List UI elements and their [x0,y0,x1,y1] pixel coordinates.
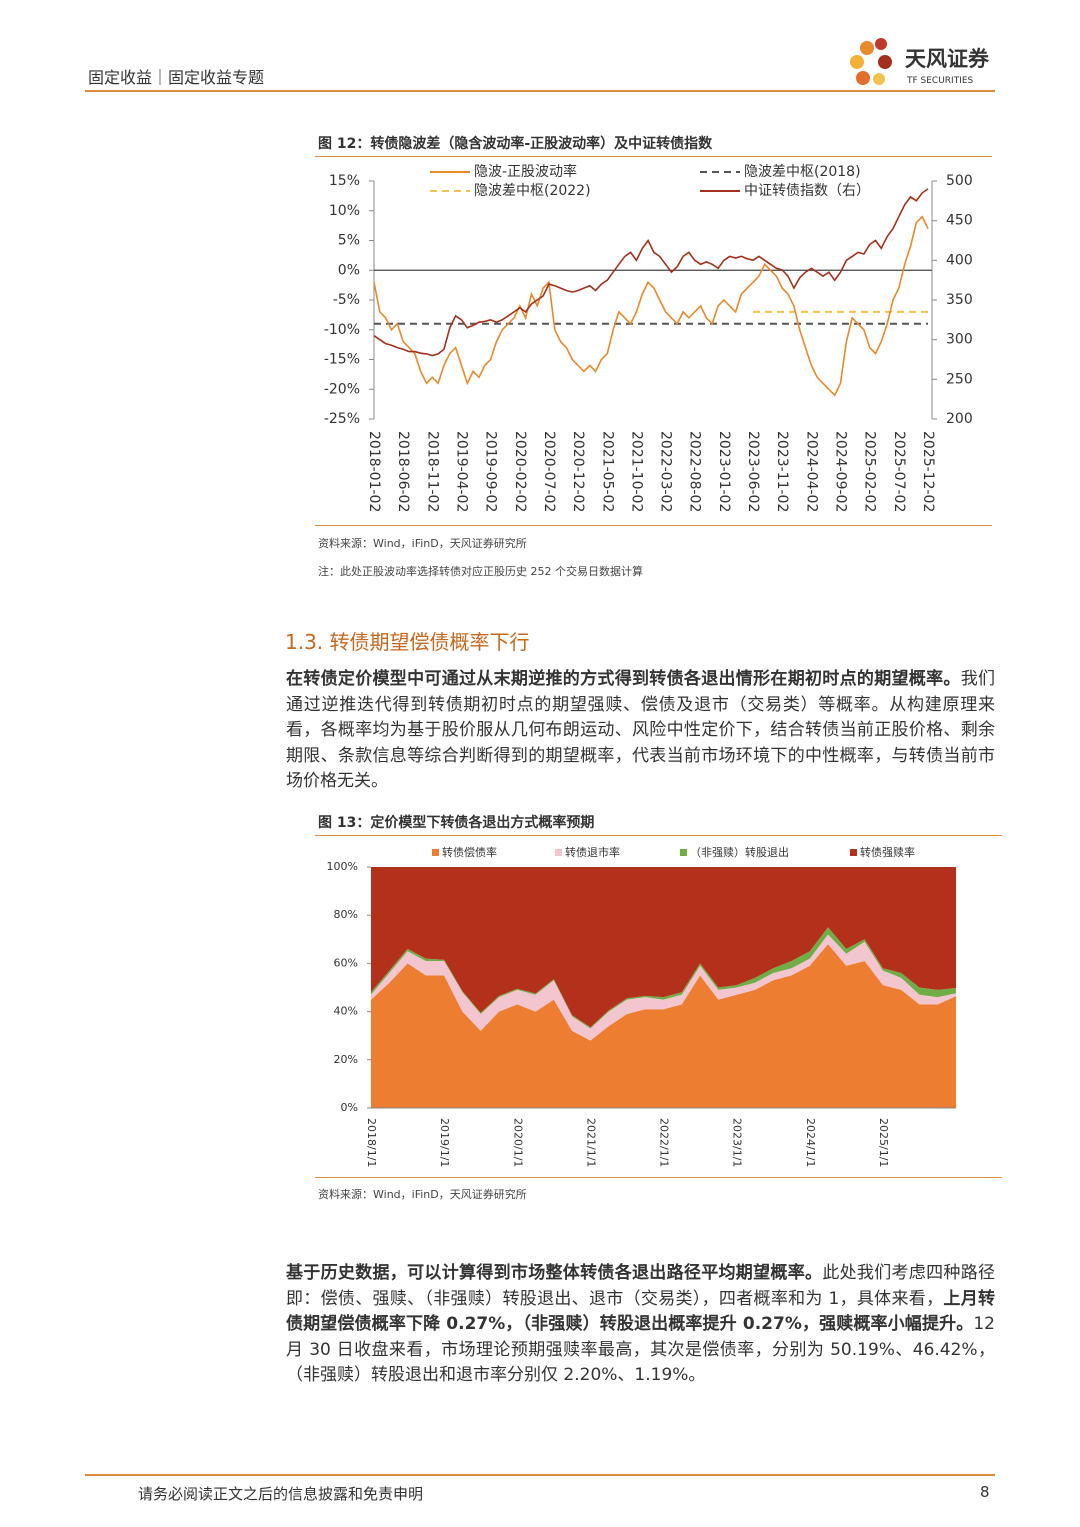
x-tick-label: 2018-01-02 [366,431,382,512]
figure-source: 资料来源：Wind，iFinD，天风证券研究所 [318,1188,527,1201]
x-tick-label: 2025-12-02 [920,431,936,512]
y-tick-label: 40% [334,1005,358,1018]
caption-rule [315,156,992,157]
y-tick-label: 60% [334,956,358,969]
x-tick-label: 2023-01-02 [716,431,732,512]
text-run: 此处我们考虑四种路径即：偿债、强赎、（非强赎）转股退出、退市（交易类），四者概率… [286,1263,996,1309]
y2-tick-label: 250 [946,371,973,387]
logo-subtitle: TF SECURITIES [906,76,974,86]
legend-label: 隐波-正股波动率 [474,163,577,180]
legend-label: 转债退市率 [565,845,620,859]
legend-label: 隐波差中枢(2018) [744,164,861,180]
x-tick-label: 2021-10-02 [628,431,644,512]
x-tick-label: 2024-04-02 [803,431,819,512]
y-tick-label: -15% [324,352,360,368]
x-tick-label: 2018-11-02 [424,431,440,512]
chart: 转债偿债率 转债退市率 （非强赎）转股退出 转债强赎率 0% 20% 40% 60% 80% 10… [327,845,956,1167]
figure-note: 注：此处正股波动率选择转债对应正股历史 252 个交易日数据计算 [318,565,643,578]
y-tick-label: 0% [341,1101,358,1114]
x-tick-label: 2020-02-02 [512,431,528,512]
legend-swatch [850,849,857,856]
area [371,944,956,1108]
header-section: 固定收益｜固定收益专题 [88,68,265,87]
x-tick-label: 2019-09-02 [483,431,499,512]
footer-disclaimer: 请务必阅读正文之后的信息披露和免责申明 [138,1485,424,1503]
x-tick-label: 2020/1/1 [511,1118,524,1167]
x-tick-label: 2020-07-02 [541,431,557,512]
x-tick-label: 2024/1/1 [804,1118,817,1167]
y2-tick-label: 300 [946,332,973,348]
paragraph: 在转债定价模型中可通过从末期逆推的方式得到转债各退出情形在期初时点的期望概率。我… [286,667,995,795]
figure-rule [315,1177,1002,1178]
caption-rule [315,835,1002,836]
x-tick-label: 2025-02-02 [862,431,878,512]
x-tick-label: 2023-11-02 [774,431,790,512]
text-run: 12 月 30 日收盘来看，市场理论预期强赎率最高，其次是偿债率，分别为 50.… [286,1314,995,1385]
figure-caption: 图 12：转债隐波差（隐含波动率-正股波动率）及中证转债指数 [318,136,713,152]
y2-tick-label: 450 [946,213,973,229]
x-tick-label: 2021/1/1 [584,1118,597,1167]
figure-source: 资料来源：Wind，iFinD，天风证券研究所 [318,537,527,550]
x-tick-label: 2023-06-02 [745,431,761,512]
x-tick-label: 2023/1/1 [731,1118,744,1167]
series-line [373,188,929,357]
text-run: 上月转债期望偿债概率下降 0.27%，（非强赎）转股退出概率提升 0.27%，强… [286,1288,995,1335]
legend-label: （非强赎）转股退出 [690,845,789,859]
legend-swatch [680,849,687,856]
x-tick-label: 2025/1/1 [877,1118,890,1167]
area [371,934,956,1041]
footer-rule [85,1474,995,1476]
legend-label: 中证转债指数（右） [744,183,870,199]
x-tick-label: 2022/1/1 [658,1118,671,1167]
x-tick-label: 2022-03-02 [658,431,674,512]
figure-rule [315,525,992,526]
x-tick-label: 2021-05-02 [599,431,615,512]
figure-caption: 图 13：定价模型下转债各退出方式概率预期 [318,815,595,831]
x-tick-label: 2019-04-02 [453,431,469,512]
y2-tick-label: 400 [946,252,973,268]
y2-tick-label: 350 [946,292,973,308]
text-run: 我们通过逆推迭代得到转债期初时点的期望强赎、偿债及退市（交易类）等概率。从构建原… [286,669,996,791]
y-tick-label: -20% [324,381,360,397]
paragraph: 基于历史数据，可以计算得到市场整体转债各退出路径平均期望概率。此处我们考虑四种路… [286,1261,995,1389]
series-line [373,215,929,397]
section-title: 1.3. 转债期望偿债概率下行 [285,630,530,654]
area [371,867,956,1028]
y-tick-label: -10% [324,322,360,338]
y-tick-label: 20% [334,1053,358,1066]
y-tick-label: 5% [338,233,360,249]
logo-name: 天风证券 [905,47,990,71]
area [371,927,956,1029]
x-tick-label: 2024-09-02 [833,431,849,512]
x-tick-label: 2018/1/1 [365,1118,378,1167]
y-tick-label: 15% [329,173,360,189]
legend-label: 隐波差中枢(2022) [474,183,591,199]
chart: -25% -20% -15% -10% -5% 0% 5% 10% 15% 200 250 300 35… [324,163,973,512]
text-run: 基于历史数据，可以计算得到市场整体转债各退出路径平均期望概率。 [286,1263,823,1283]
x-tick-label: 2025-07-02 [891,431,907,512]
x-tick-label: 2018-06-02 [395,431,411,512]
y-tick-label: 10% [329,203,360,219]
x-tick-label: 2020-12-02 [570,431,586,512]
y-tick-label: 80% [334,908,358,921]
legend-swatch [432,849,439,856]
legend-label: 转债偿债率 [442,845,497,859]
x-tick-label: 2019/1/1 [438,1118,451,1167]
legend-swatch [555,849,562,856]
y-tick-label: 0% [338,262,360,278]
legend-label: 转债强赎率 [860,845,915,859]
y-tick-label: -5% [333,292,360,308]
y-tick-label: 100% [327,860,358,873]
page-number: 8 [980,1483,990,1501]
y2-tick-label: 200 [946,411,973,427]
y2-tick-label: 500 [946,173,973,189]
x-tick-label: 2022-08-02 [687,431,703,512]
y-tick-label: -25% [324,411,360,427]
logo: 天风证券 TF SECURITIES [850,38,990,86]
header-rule [85,90,995,92]
text-run: 在转债定价模型中可通过从末期逆推的方式得到转债各退出情形在期初时点的期望概率。 [286,669,961,689]
